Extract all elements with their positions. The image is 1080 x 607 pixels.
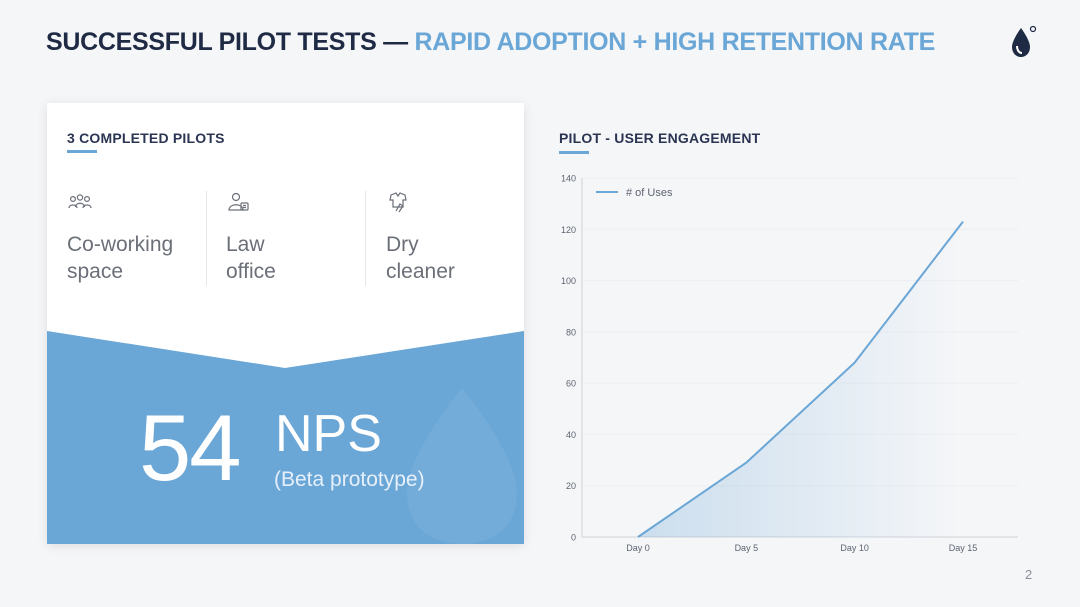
person-badge-icon: [228, 192, 249, 211]
page-number: 2: [1025, 567, 1033, 582]
pilots-heading: 3 COMPLETED PILOTS: [67, 130, 225, 146]
pilot-label: Law office: [226, 233, 276, 283]
y-tick-label: 0: [571, 533, 576, 543]
nps-label: NPS: [275, 405, 382, 463]
x-tick-label: Day 15: [949, 543, 978, 553]
pilots-card: 3 COMPLETED PILOTS Co-working space Law …: [47, 103, 524, 544]
divider: [365, 191, 366, 286]
title-main: SUCCESSFUL PILOT TESTS —: [46, 28, 408, 56]
shirt-hand-icon: [389, 192, 407, 213]
heading-underline: [67, 150, 97, 153]
legend-label: # of Uses: [626, 187, 673, 199]
y-tick-label: 40: [566, 430, 576, 440]
title-accent: RAPID ADOPTION + HIGH RETENTION RATE: [414, 28, 935, 56]
y-tick-label: 120: [561, 225, 576, 235]
nps-subtitle: (Beta prototype): [274, 468, 425, 491]
y-tick-label: 80: [566, 327, 576, 337]
slide-title: SUCCESSFUL PILOT TESTS — RAPID ADOPTION …: [46, 28, 935, 57]
water-drop-icon: [1012, 25, 1037, 57]
y-tick-label: 60: [566, 379, 576, 389]
y-tick-label: 20: [566, 481, 576, 491]
x-tick-label: Day 5: [735, 543, 759, 553]
series-line: [637, 220, 964, 538]
pilot-law-office: Law office: [226, 191, 385, 291]
pilot-coworking: Co-working space: [67, 191, 226, 291]
pilot-label: Co-working space: [67, 233, 174, 283]
y-tick-label: 140: [561, 174, 576, 184]
engagement-chart: 0 20 40 60 80 100 120 140 Day 0 Day 5 Day 10 Day 1…: [561, 174, 1018, 553]
series-area: [638, 221, 963, 537]
x-tick-label: Day 10: [840, 543, 869, 553]
pilot-dry-cleaner: Dry cleaner: [386, 191, 524, 291]
divider: [206, 191, 207, 286]
chart-heading: PILOT - USER ENGAGEMENT: [559, 130, 761, 146]
y-tick-label: 100: [561, 276, 576, 286]
people-group-icon: [68, 194, 92, 209]
nps-panel-background: [47, 331, 524, 544]
chart-heading-underline: [559, 151, 589, 154]
pilot-label: Dry cleaner: [386, 233, 455, 283]
nps-value: 54: [139, 395, 242, 500]
x-tick-label: Day 0: [626, 543, 650, 553]
